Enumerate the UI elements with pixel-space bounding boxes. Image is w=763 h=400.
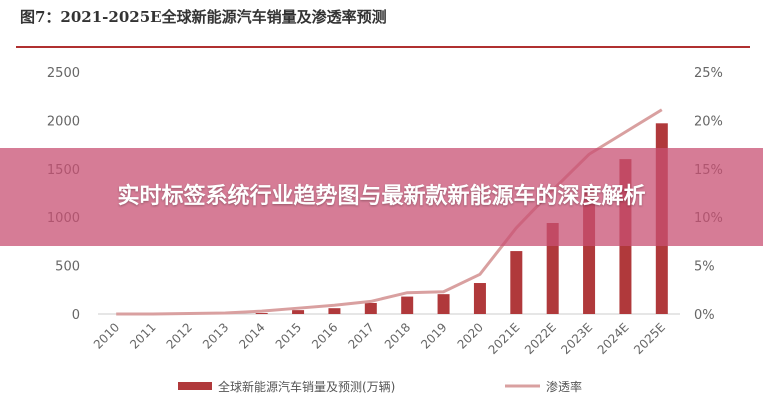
x-tick-label: 2013 — [200, 320, 231, 351]
right-tick-label: 5% — [694, 260, 715, 275]
bar — [437, 294, 450, 314]
x-tick-label: 2011 — [127, 320, 158, 351]
title-divider — [16, 46, 750, 48]
bar — [328, 308, 341, 314]
x-tick-label: 2012 — [164, 320, 195, 351]
right-tick-label: 25% — [694, 66, 723, 81]
x-tick-label: 2015 — [273, 320, 304, 351]
x-tick-label: 2021E — [486, 320, 523, 357]
bar — [510, 251, 523, 314]
overlay-banner: 实时标签系统行业趋势图与最新款新能源车的深度解析 — [0, 148, 763, 246]
x-tick-label: 2019 — [418, 320, 449, 351]
left-tick-label: 2500 — [47, 66, 80, 81]
x-tick-label: 2010 — [91, 320, 122, 351]
chart-title: 图7：2021-2025E全球新能源汽车销量及渗透率预测 — [20, 8, 387, 26]
x-tick-label: 2025E — [631, 320, 668, 357]
bar — [473, 283, 486, 314]
left-tick-label: 0 — [72, 308, 80, 323]
bar — [255, 313, 268, 314]
x-tick-label: 2014 — [236, 320, 267, 351]
x-tick-label: 2017 — [345, 320, 376, 351]
bar — [292, 310, 305, 314]
legend-line-label: 渗透率 — [546, 379, 582, 394]
x-tick-label: 2024E — [595, 320, 632, 357]
bar — [401, 296, 414, 314]
x-tick-label: 2022E — [522, 320, 559, 357]
x-tick-label: 2020 — [455, 320, 486, 351]
x-tick-label: 2016 — [309, 320, 340, 351]
legend-bar-swatch — [178, 382, 212, 390]
x-tick-label: 2018 — [382, 320, 413, 351]
left-tick-label: 2000 — [47, 114, 80, 129]
legend-bar-label: 全球新能源汽车销量及预测(万辆) — [218, 379, 395, 394]
banner-text: 实时标签系统行业趋势图与最新款新能源车的深度解析 — [117, 184, 646, 209]
x-tick-label: 2023E — [558, 320, 595, 357]
right-tick-label: 20% — [694, 114, 723, 129]
bar — [364, 302, 377, 314]
right-tick-label: 0% — [694, 308, 715, 323]
left-tick-label: 500 — [55, 260, 80, 275]
